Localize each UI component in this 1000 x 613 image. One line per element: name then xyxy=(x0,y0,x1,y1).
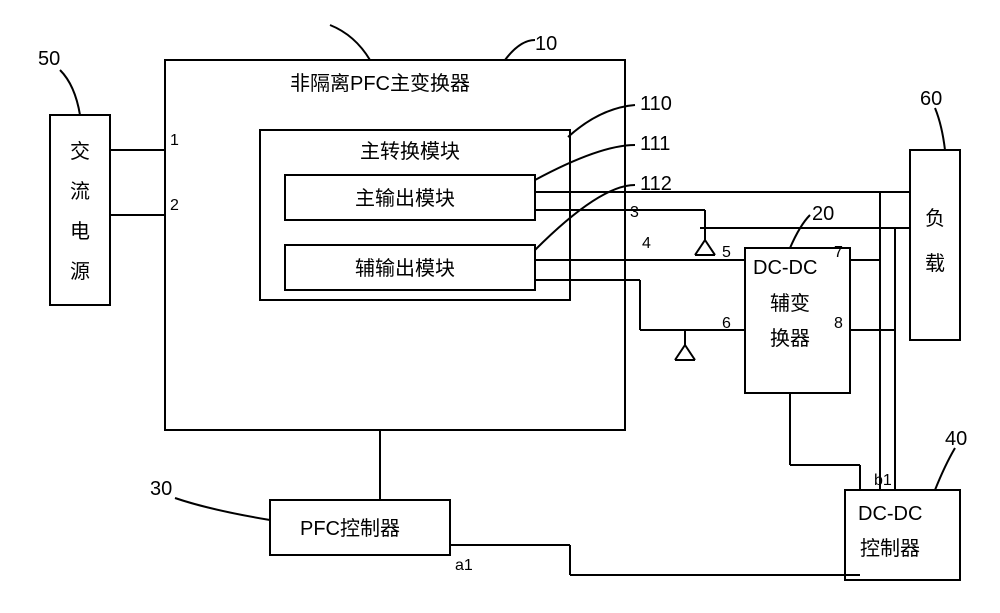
port-5: 5 xyxy=(722,244,731,261)
dcdc-aux-l1: DC-DC xyxy=(753,257,817,279)
port-a1: a1 xyxy=(455,557,473,574)
port-7: 7 xyxy=(834,244,843,261)
dcdc-aux-l3: 换器 xyxy=(770,327,810,350)
ref-60: 60 xyxy=(920,88,942,110)
dcdc-ctrl-l1: DC-DC xyxy=(858,503,922,525)
dcdc-aux-l2: 辅变 xyxy=(770,292,810,315)
ref-110: 110 xyxy=(640,93,672,115)
load-box xyxy=(910,150,960,340)
ref-111: 111 xyxy=(640,133,670,155)
ref-40: 40 xyxy=(945,428,967,450)
ref-50: 50 xyxy=(38,48,60,70)
port-8: 8 xyxy=(834,315,843,332)
diagram-canvas: 交 流 电 源 1 2 非隔离PFC主变换器 主转换模块 主输出模块 辅输出模块… xyxy=(0,0,1000,613)
acpower-char3: 电 xyxy=(70,220,90,243)
port-4: 4 xyxy=(642,235,651,252)
ref-30: 30 xyxy=(150,478,172,500)
port-3: 3 xyxy=(630,204,639,221)
load-char1: 负 xyxy=(925,207,945,230)
acpower-char2: 流 xyxy=(70,180,90,203)
ref-10: 10 xyxy=(535,33,557,55)
conv-module-label: 主转换模块 xyxy=(360,140,460,163)
load-char2: 载 xyxy=(925,252,945,275)
port-6: 6 xyxy=(722,315,731,332)
main-out-label: 主输出模块 xyxy=(355,187,455,210)
aux-out-label: 辅输出模块 xyxy=(355,257,455,280)
port-2: 2 xyxy=(170,197,179,214)
pfc-main-label: 非隔离PFC主变换器 xyxy=(290,72,470,95)
pfc-ctrl-label: PFC控制器 xyxy=(300,517,400,540)
port-b1: b1 xyxy=(874,472,892,489)
dcdc-ctrl-l2: 控制器 xyxy=(860,537,920,560)
port-1: 1 xyxy=(170,132,179,149)
acpower-char4: 源 xyxy=(70,260,90,283)
ref-20: 20 xyxy=(812,203,834,225)
ground-icon-2 xyxy=(675,330,695,360)
ground-icon xyxy=(695,240,715,255)
acpower-char1: 交 xyxy=(70,140,90,163)
